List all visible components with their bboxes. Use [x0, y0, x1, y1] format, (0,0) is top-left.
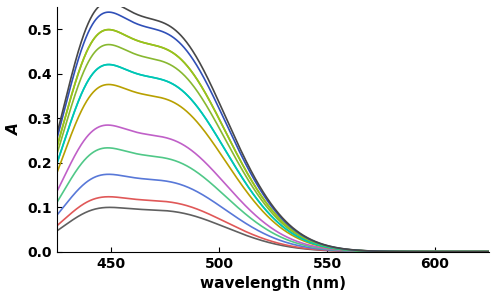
Y-axis label: A: A [7, 123, 22, 135]
X-axis label: wavelength (nm): wavelength (nm) [200, 276, 346, 291]
